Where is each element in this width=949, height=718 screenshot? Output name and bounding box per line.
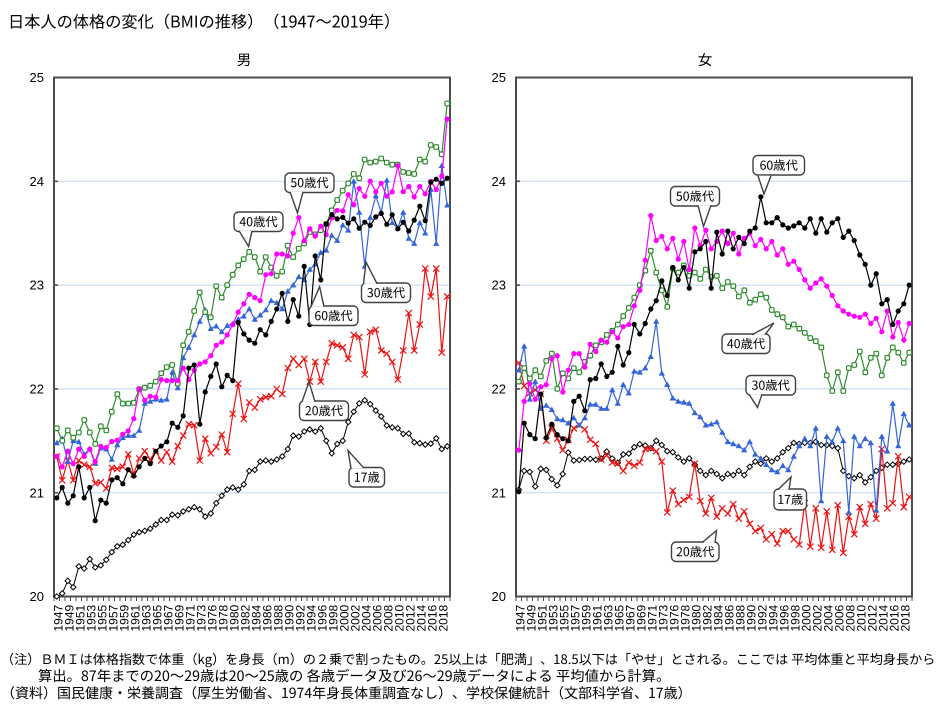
svg-text:1990: 1990 xyxy=(745,604,759,631)
svg-text:21: 21 xyxy=(30,485,44,500)
svg-text:2006: 2006 xyxy=(833,604,847,631)
svg-text:2018: 2018 xyxy=(437,604,451,631)
svg-text:1984: 1984 xyxy=(250,604,264,631)
svg-text:1957: 1957 xyxy=(569,604,583,631)
svg-text:1973: 1973 xyxy=(657,604,671,631)
svg-text:1951: 1951 xyxy=(536,604,550,631)
svg-text:1980: 1980 xyxy=(228,604,242,631)
svg-text:1963: 1963 xyxy=(140,604,154,631)
svg-text:1994: 1994 xyxy=(305,604,319,631)
svg-text:1947: 1947 xyxy=(514,604,528,631)
svg-text:2008: 2008 xyxy=(844,604,858,631)
svg-text:2016: 2016 xyxy=(888,604,902,631)
svg-text:1996: 1996 xyxy=(316,604,330,631)
svg-text:1986: 1986 xyxy=(723,604,737,631)
svg-text:1953: 1953 xyxy=(547,604,561,631)
svg-text:1982: 1982 xyxy=(239,604,253,631)
svg-text:1969: 1969 xyxy=(173,604,187,631)
svg-text:1961: 1961 xyxy=(591,604,605,631)
svg-text:2014: 2014 xyxy=(877,604,891,631)
svg-text:2000: 2000 xyxy=(800,604,814,631)
svg-text:2004: 2004 xyxy=(360,604,374,631)
svg-text:1988: 1988 xyxy=(272,604,286,631)
svg-text:1976: 1976 xyxy=(206,604,220,631)
svg-text:1998: 1998 xyxy=(789,604,803,631)
svg-text:23: 23 xyxy=(30,278,44,293)
svg-text:22: 22 xyxy=(492,382,506,397)
svg-text:1951: 1951 xyxy=(74,604,88,631)
svg-text:1971: 1971 xyxy=(646,604,660,631)
svg-text:1957: 1957 xyxy=(107,604,121,631)
svg-text:1988: 1988 xyxy=(734,604,748,631)
svg-text:21: 21 xyxy=(492,485,506,500)
svg-text:2000: 2000 xyxy=(338,604,352,631)
svg-text:20: 20 xyxy=(30,589,44,604)
svg-text:1984: 1984 xyxy=(712,604,726,631)
svg-text:2002: 2002 xyxy=(349,604,363,631)
svg-text:1967: 1967 xyxy=(162,604,176,631)
svg-text:1969: 1969 xyxy=(635,604,649,631)
svg-text:2010: 2010 xyxy=(855,604,869,631)
svg-text:1982: 1982 xyxy=(701,604,715,631)
svg-text:2012: 2012 xyxy=(866,604,880,631)
svg-text:2006: 2006 xyxy=(371,604,385,631)
svg-text:1978: 1978 xyxy=(679,604,693,631)
svg-text:2012: 2012 xyxy=(404,604,418,631)
svg-text:2016: 2016 xyxy=(426,604,440,631)
svg-text:1949: 1949 xyxy=(63,604,77,631)
svg-text:1998: 1998 xyxy=(327,604,341,631)
svg-text:1955: 1955 xyxy=(96,604,110,631)
svg-text:1949: 1949 xyxy=(525,604,539,631)
svg-text:1986: 1986 xyxy=(261,604,275,631)
svg-text:1990: 1990 xyxy=(283,604,297,631)
svg-text:2018: 2018 xyxy=(899,604,913,631)
svg-text:1953: 1953 xyxy=(85,604,99,631)
svg-text:1947: 1947 xyxy=(52,604,66,631)
svg-text:1967: 1967 xyxy=(624,604,638,631)
svg-text:22: 22 xyxy=(30,382,44,397)
svg-text:2008: 2008 xyxy=(382,604,396,631)
svg-text:1996: 1996 xyxy=(778,604,792,631)
svg-text:25: 25 xyxy=(30,70,44,85)
svg-text:2010: 2010 xyxy=(393,604,407,631)
svg-text:23: 23 xyxy=(492,278,506,293)
svg-text:24: 24 xyxy=(492,174,506,189)
svg-text:1971: 1971 xyxy=(184,604,198,631)
svg-text:1963: 1963 xyxy=(602,604,616,631)
svg-text:1992: 1992 xyxy=(756,604,770,631)
svg-text:1976: 1976 xyxy=(668,604,682,631)
svg-text:1978: 1978 xyxy=(217,604,231,631)
svg-text:1973: 1973 xyxy=(195,604,209,631)
svg-text:1965: 1965 xyxy=(613,604,627,631)
svg-text:1959: 1959 xyxy=(118,604,132,631)
svg-text:24: 24 xyxy=(30,174,44,189)
svg-text:2004: 2004 xyxy=(822,604,836,631)
svg-text:1992: 1992 xyxy=(294,604,308,631)
svg-text:2002: 2002 xyxy=(811,604,825,631)
svg-text:1961: 1961 xyxy=(129,604,143,631)
svg-text:25: 25 xyxy=(492,70,506,85)
svg-text:1965: 1965 xyxy=(151,604,165,631)
svg-text:2014: 2014 xyxy=(415,604,429,631)
svg-text:1994: 1994 xyxy=(767,604,781,631)
svg-text:1980: 1980 xyxy=(690,604,704,631)
svg-text:1959: 1959 xyxy=(580,604,594,631)
svg-text:1955: 1955 xyxy=(558,604,572,631)
svg-text:20: 20 xyxy=(492,589,506,604)
